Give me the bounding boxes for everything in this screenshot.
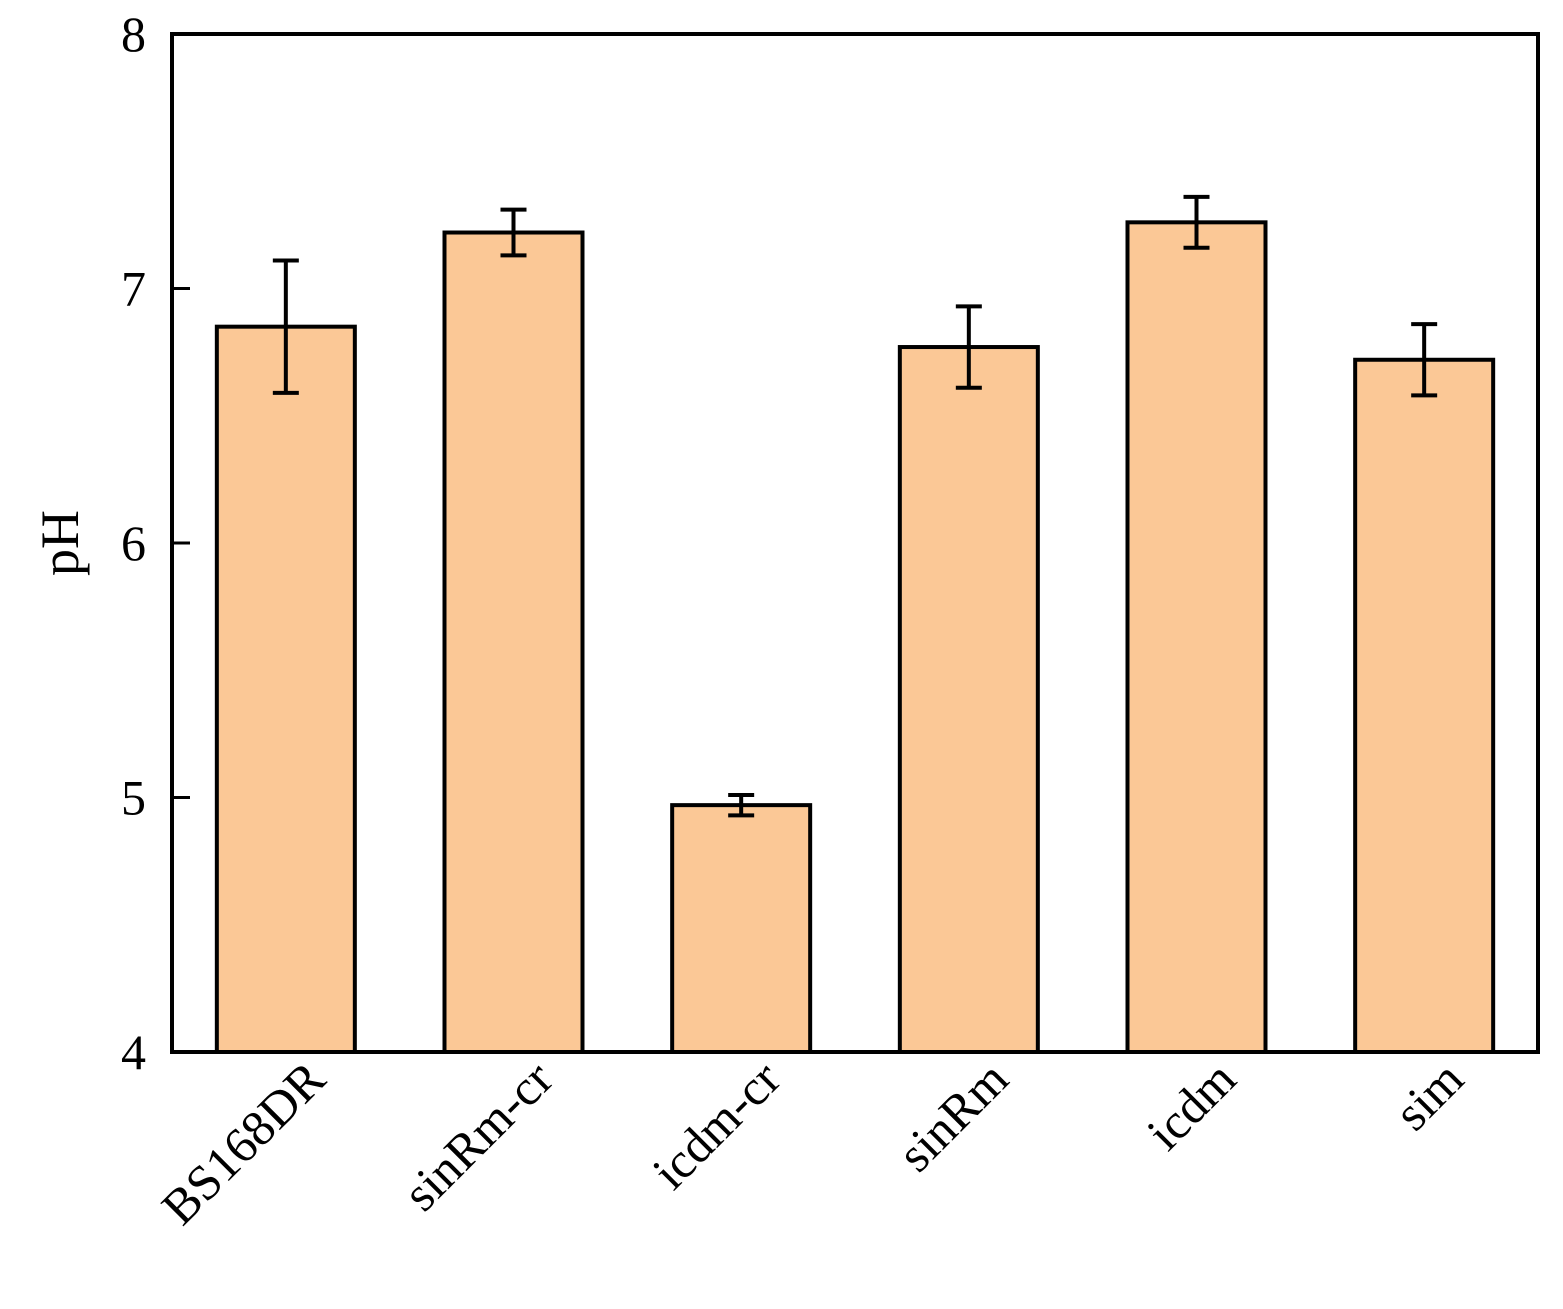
y-tick-label: 7 <box>121 261 146 317</box>
x-category-label: BS168DR <box>151 1050 336 1235</box>
error-bar <box>1411 322 1438 398</box>
y-tick-label: 5 <box>121 770 146 826</box>
error-bar <box>500 207 527 258</box>
y-tick-label: 8 <box>121 6 146 62</box>
x-category-label: sinRm <box>887 1050 1019 1182</box>
y-tick-label: 6 <box>121 515 146 571</box>
y-axis: 4 5 6 7 8 <box>121 6 190 1080</box>
error-bar <box>955 304 982 390</box>
error-bar <box>1183 194 1210 250</box>
x-category-label: icdm-cr <box>641 1050 791 1200</box>
error-bar <box>272 258 299 395</box>
x-axis: BS168DR sinRm-cr icdm-cr sinRm icdm sim <box>151 1050 1474 1235</box>
bar <box>1353 357 1496 1054</box>
bar <box>442 230 585 1054</box>
error-bars-group <box>272 194 1438 818</box>
x-category-label: icdm <box>1136 1050 1246 1160</box>
x-category-label: sinRm-cr <box>392 1050 563 1221</box>
bars-group <box>214 220 1496 1055</box>
plot-frame <box>170 32 1540 1054</box>
y-tick-label: 4 <box>121 1024 146 1080</box>
bar <box>897 345 1040 1055</box>
x-category-label: sim <box>1383 1050 1474 1141</box>
bar <box>670 803 813 1055</box>
y-axis-title: pH <box>30 510 90 576</box>
bar <box>1125 220 1268 1054</box>
bar <box>214 324 357 1054</box>
error-bar <box>728 792 755 818</box>
